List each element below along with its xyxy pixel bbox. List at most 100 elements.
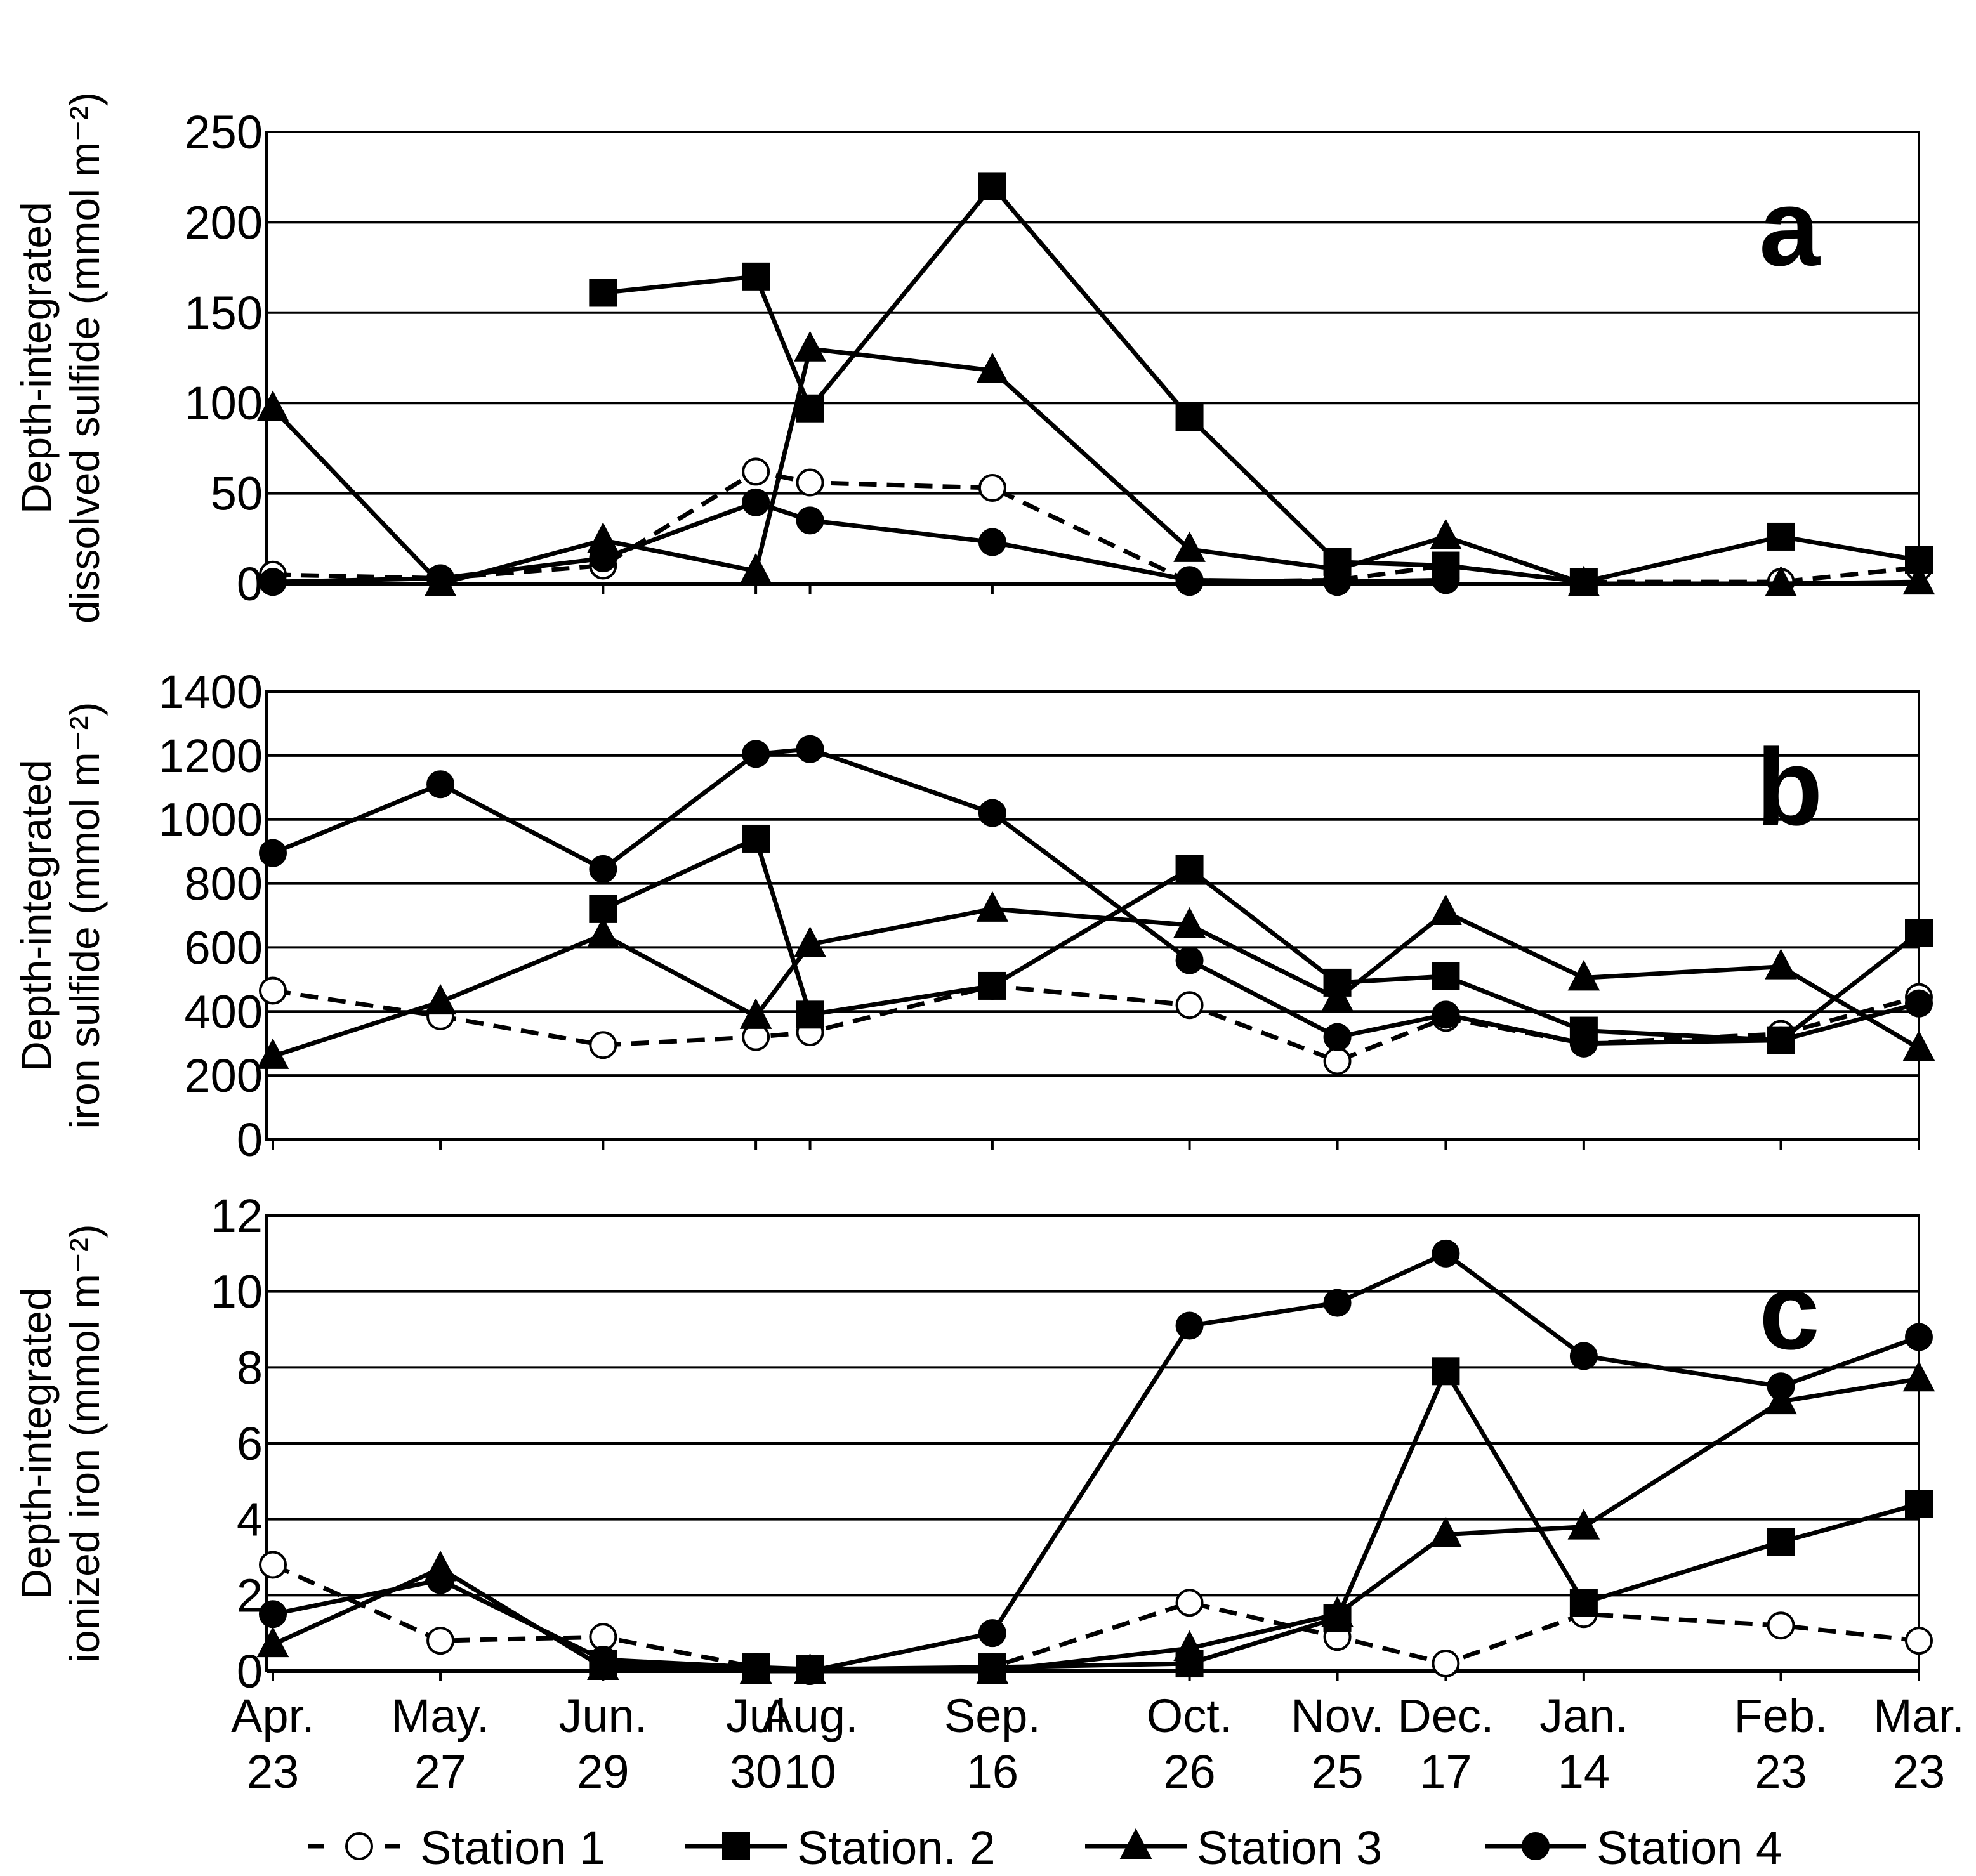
marker (1173, 531, 1206, 562)
y-tick-label: 600 (185, 921, 263, 974)
marker (1432, 1000, 1460, 1029)
series-line (272, 983, 1920, 1064)
legend-marker (1522, 1832, 1550, 1860)
marker (1323, 1023, 1352, 1051)
marker (589, 1031, 617, 1059)
marker (1905, 989, 1933, 1018)
y-tick-label: 2 (237, 1569, 263, 1622)
x-tick-label: Jan. 14 (1539, 1689, 1628, 1798)
marker (796, 394, 824, 423)
marker (589, 279, 617, 307)
marker (1567, 1509, 1600, 1540)
y-tick-label: 1400 (158, 666, 263, 718)
marker (256, 1626, 289, 1658)
marker (1767, 1611, 1795, 1640)
marker (1902, 563, 1935, 595)
marker (1905, 919, 1933, 947)
marker (589, 1646, 617, 1674)
marker (739, 998, 772, 1029)
marker (794, 926, 826, 957)
y-tick-label: 12 (211, 1190, 263, 1242)
marker (1767, 522, 1795, 551)
marker (1430, 1516, 1462, 1547)
y-tick-label: 0 (237, 1645, 263, 1698)
marker (1567, 960, 1600, 991)
legend-label: Station 3 (1197, 1821, 1382, 1874)
marker (1432, 1357, 1460, 1386)
marker (739, 553, 772, 584)
x-tick-label: May. 27 (392, 1689, 490, 1798)
marker (256, 1038, 289, 1069)
marker (978, 1619, 1006, 1648)
marker (1321, 1596, 1354, 1627)
marker (978, 799, 1006, 827)
x-tick-label: Jul 30 (726, 1689, 786, 1798)
y-tick-label: 100 (185, 377, 263, 430)
marker (1567, 565, 1600, 596)
y-tick-label: 200 (185, 196, 263, 249)
marker (1765, 948, 1797, 980)
marker (426, 770, 455, 799)
marker (796, 506, 824, 535)
marker (1765, 565, 1797, 596)
series-line (272, 747, 1920, 1046)
legend-marker (1119, 1828, 1152, 1859)
marker (742, 488, 770, 516)
plot-frame (265, 131, 1920, 585)
legend-label: Station. 2 (797, 1821, 996, 1874)
marker (794, 331, 826, 362)
y-tick-label: 150 (185, 287, 263, 339)
y-axis-label: Depth-integrated (13, 202, 60, 514)
x-tick-label: Sep. 16 (944, 1689, 1041, 1798)
x-tick-label: Nov. 25 (1291, 1689, 1384, 1798)
y-tick-label: 200 (185, 1049, 263, 1102)
marker (256, 390, 289, 421)
marker (1175, 991, 1204, 1020)
marker (259, 1551, 287, 1579)
marker (1905, 1490, 1933, 1518)
series-line (272, 1376, 1920, 1674)
marker (1323, 1289, 1352, 1317)
panel-label: c (1759, 1250, 1820, 1372)
marker (742, 262, 770, 291)
marker (426, 564, 455, 593)
x-tick-label: Oct. 26 (1147, 1689, 1233, 1798)
legend-marker (345, 1832, 373, 1860)
series-line (272, 1563, 1920, 1674)
marker (1902, 1360, 1935, 1392)
y-axis-label: Depth-integrated (13, 759, 60, 1072)
marker (1432, 962, 1460, 990)
marker (1569, 1029, 1598, 1058)
y-axis-label: dissolved sulfide (mmol m⁻²) (61, 92, 108, 624)
series-line (272, 469, 1920, 584)
marker (1902, 1030, 1935, 1061)
series-line (272, 907, 1920, 1059)
marker (1767, 1528, 1795, 1556)
series-line (271, 346, 1920, 586)
y-tick-label: 250 (185, 106, 263, 159)
y-axis-label: ionized iron (mmol m⁻²) (61, 1224, 108, 1662)
marker (978, 474, 1006, 502)
marker (742, 740, 770, 768)
marker (1173, 907, 1206, 938)
marker (1430, 894, 1462, 925)
marker (796, 1000, 824, 1029)
x-tick-label: Aug. 10 (761, 1689, 858, 1798)
x-tick-label: Mar. 23 (1873, 1689, 1965, 1798)
marker (1432, 566, 1460, 594)
marker (1175, 403, 1204, 431)
legend-marker (722, 1832, 750, 1860)
marker (976, 891, 1009, 922)
marker (976, 352, 1009, 383)
marker (589, 855, 617, 883)
y-tick-label: 6 (237, 1417, 263, 1470)
legend-label: Station 4 (1597, 1821, 1782, 1874)
marker (1323, 568, 1352, 596)
marker (742, 1653, 770, 1682)
x-tick-label: Dec. 17 (1397, 1689, 1494, 1798)
marker (1430, 518, 1462, 549)
x-tick-label: Apr. 23 (231, 1689, 315, 1798)
marker (796, 468, 824, 497)
y-tick-label: 400 (185, 985, 263, 1038)
